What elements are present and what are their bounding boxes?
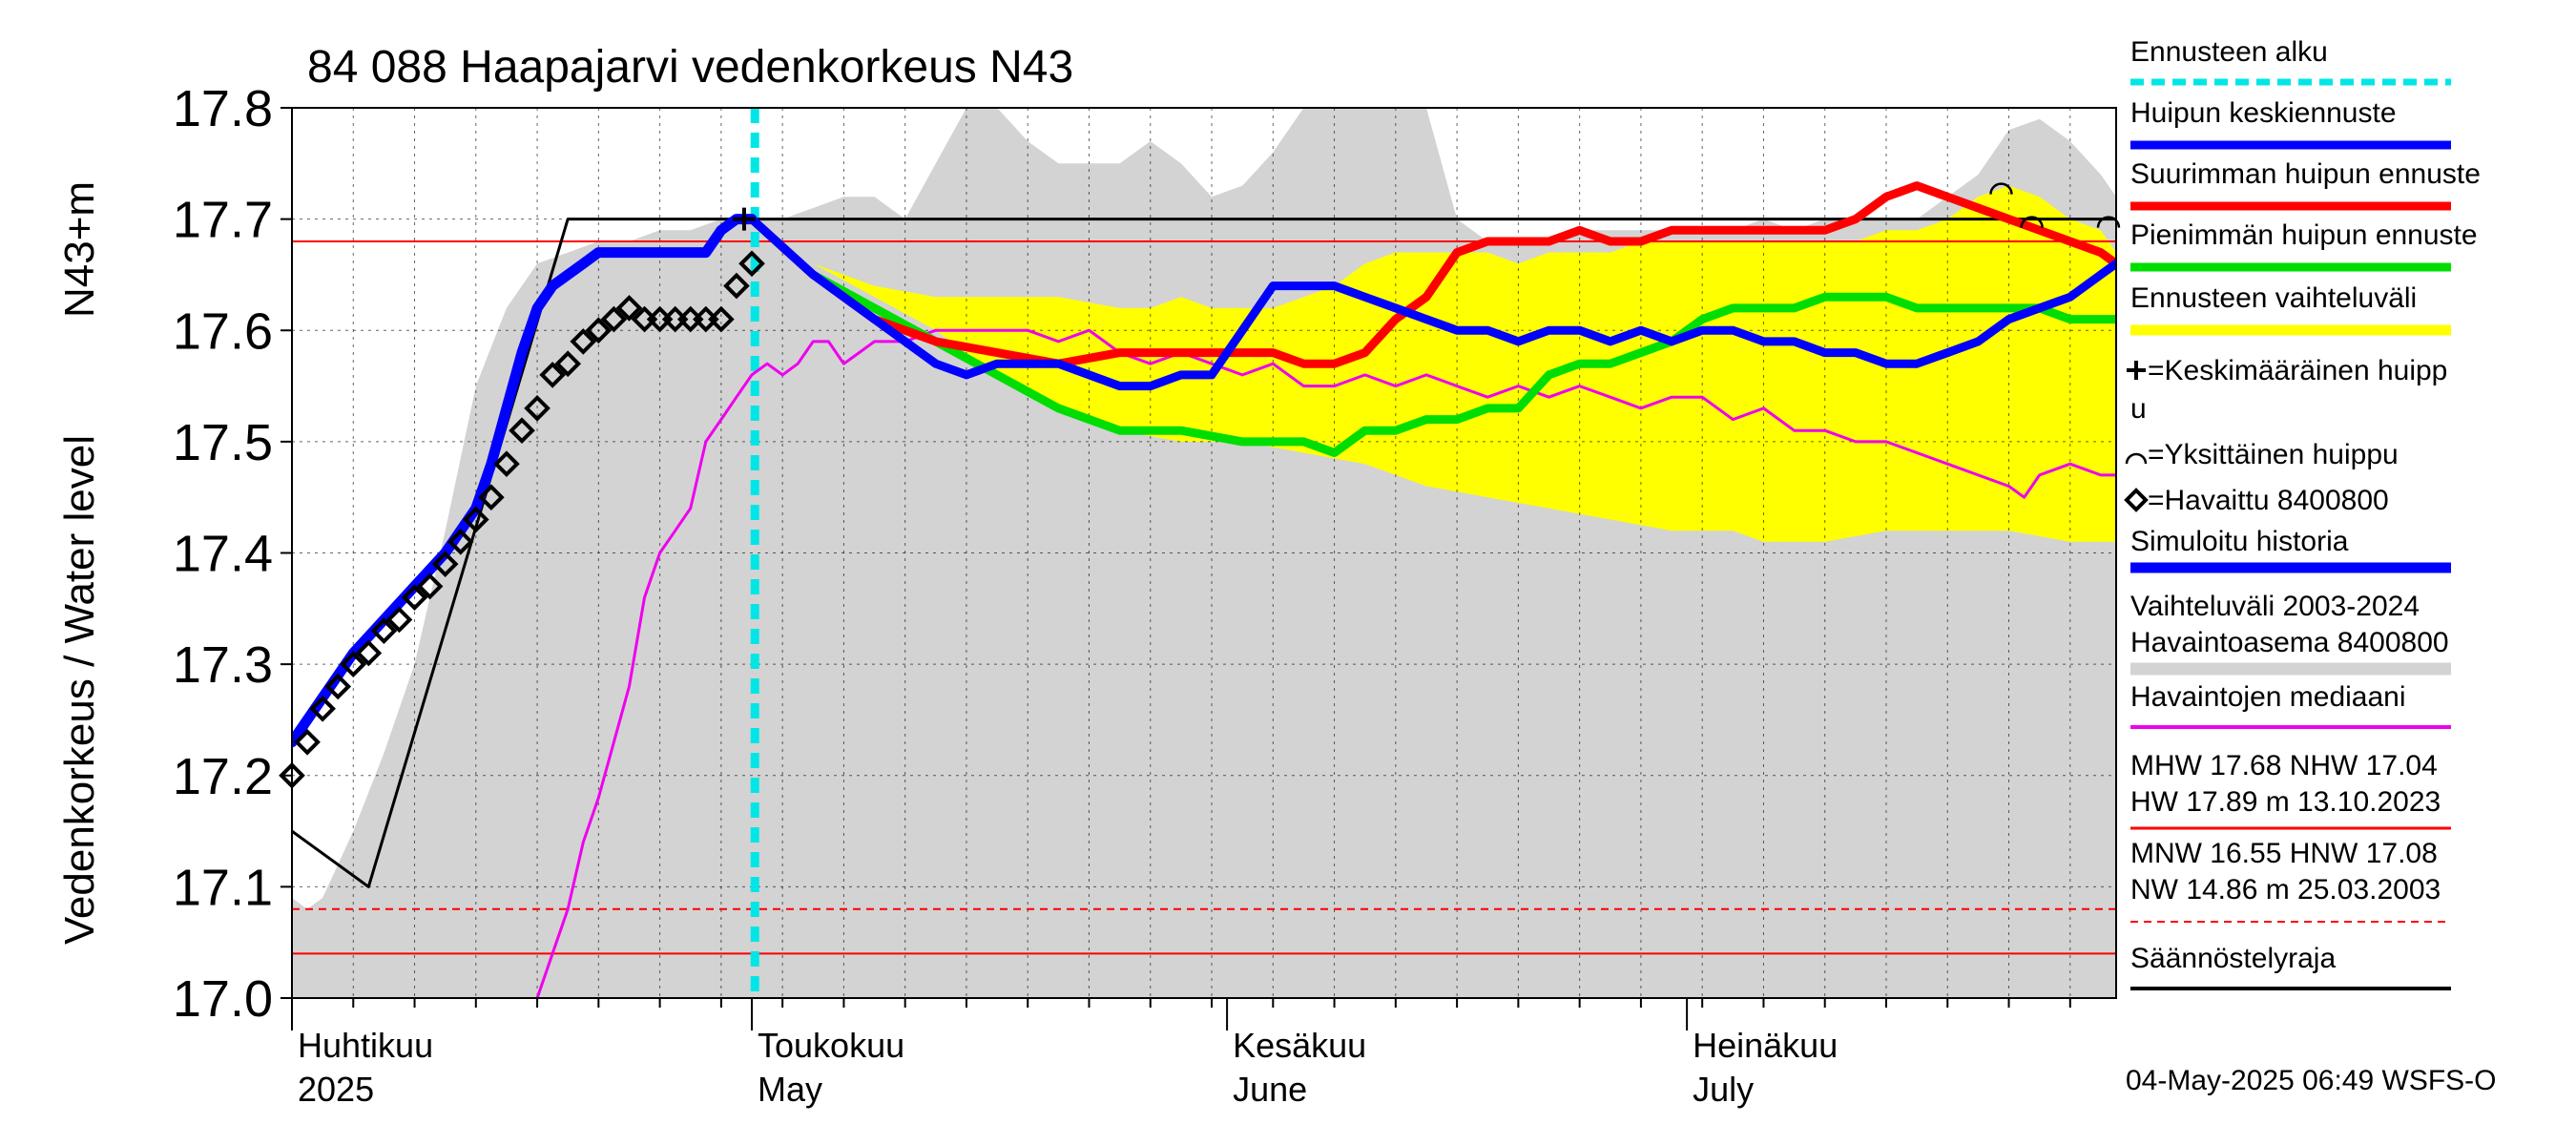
timestamp: 04-May-2025 06:49 WSFS-O [2126, 1065, 2497, 1096]
y-tick-label: 17.0 [173, 970, 273, 1028]
chart-title: 84 088 Haapajarvi vedenkorkeus N43 [307, 42, 1073, 93]
legend-label: =Keskimääräinen huipp [2148, 355, 2447, 386]
observed-point [585, 317, 613, 344]
legend-label: Huipun keskiennuste [2130, 97, 2397, 129]
forecast-band [752, 185, 2116, 542]
legend-diamond-icon [2124, 488, 2149, 512]
legend-label: Säännöstelyraja [2130, 943, 2336, 974]
month-label-fi: Toukokuu [758, 1026, 904, 1065]
observed-point [462, 506, 489, 533]
observed-point [509, 417, 535, 445]
legend-label: Suurimman huipun ennuste [2130, 158, 2481, 190]
observed-point [431, 551, 459, 577]
legend-label: Havaintojen mediaani [2130, 681, 2406, 713]
y-tick-label: 17.7 [173, 192, 273, 249]
observed-point [401, 584, 428, 611]
legend-label-cont: Havaintoasema 8400800 [2130, 627, 2449, 658]
legend-arc-icon [2125, 452, 2148, 465]
series-line-min_peak [747, 215, 2116, 457]
observed-point [524, 395, 551, 422]
observed-point [600, 305, 628, 333]
observed-point [570, 328, 597, 355]
single-peak-marker [2020, 216, 2044, 228]
y-axis-unit: N43+m [56, 181, 103, 318]
observed-point [615, 295, 643, 322]
observed-point [416, 572, 444, 600]
observed-point [385, 606, 413, 634]
month-label-fi: Heinäkuu [1693, 1026, 1838, 1065]
y-tick-label: 17.5 [173, 414, 273, 471]
month-label-en: June [1233, 1070, 1307, 1109]
month-label-en: May [758, 1070, 822, 1109]
observed-point [493, 450, 520, 478]
y-axis-label: Vedenkorkeus / Water level [56, 435, 103, 945]
legend-label: Ennusteen vaihteluväli [2130, 282, 2417, 314]
series-line-mean_peak [747, 215, 2116, 391]
legend-label: =Havaittu 8400800 [2148, 485, 2389, 516]
legend-label-cont: NW 14.86 m 25.03.2003 [2130, 874, 2441, 906]
legend-label: Simuloitu historia [2130, 526, 2349, 557]
observed-point [723, 272, 750, 300]
month-label-en: July [1693, 1070, 1754, 1109]
legend-label: Pienimmän huipun ennuste [2130, 219, 2478, 251]
legend-label-cont: u [2130, 393, 2147, 425]
month-label-en: 2025 [298, 1070, 374, 1109]
single-peak-marker [1989, 182, 2013, 195]
mean-peak-marker [732, 207, 756, 231]
series-line-max_peak [747, 181, 2116, 368]
y-tick-label: 17.3 [173, 636, 273, 694]
single-peak-marker [2096, 216, 2121, 228]
y-tick-label: 17.1 [173, 859, 273, 916]
observed-point [309, 695, 336, 722]
observed-point [539, 362, 566, 388]
observed-point [738, 250, 765, 278]
observed-point [355, 639, 383, 667]
observed-point [708, 305, 735, 333]
legend-label: MHW 17.68 NHW 17.04 [2130, 750, 2438, 781]
legend-label: Ennusteen alku [2130, 36, 2328, 68]
observed-point [447, 529, 474, 555]
legend-label-cont: HW 17.89 m 13.10.2023 [2130, 786, 2441, 818]
observed-point [370, 617, 398, 644]
observed-point [478, 484, 505, 511]
observed-point [294, 728, 321, 756]
y-tick-label: 17.6 [173, 302, 273, 360]
observed-point [324, 673, 352, 700]
legend-label: Vaihteluväli 2003-2024 [2130, 591, 2420, 622]
legend-plus-icon [2127, 361, 2146, 380]
legend-label: MNW 16.55 HNW 17.08 [2130, 838, 2438, 869]
month-label-fi: Kesäkuu [1233, 1026, 1366, 1065]
observed-point [554, 350, 582, 378]
y-tick-label: 17.2 [173, 748, 273, 805]
y-tick-label: 17.8 [173, 80, 273, 137]
y-tick-label: 17.4 [173, 526, 273, 583]
series-line-envelope [292, 218, 2116, 888]
legend-label: =Yksittäinen huippu [2148, 439, 2399, 470]
month-label-fi: Huhtikuu [298, 1026, 433, 1065]
series-line-history [292, 214, 758, 748]
observed-point [340, 651, 367, 677]
